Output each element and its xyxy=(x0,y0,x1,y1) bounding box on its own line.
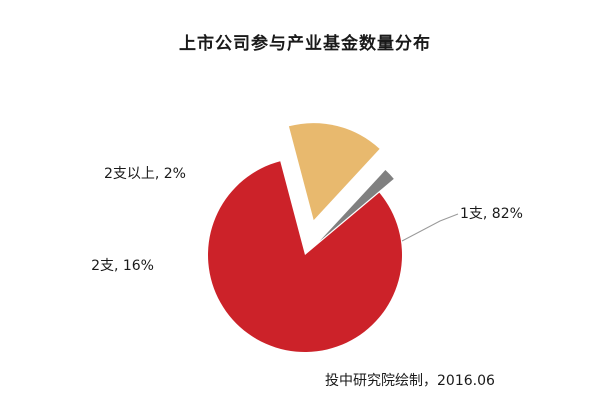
data-label-2: 2支, 16% xyxy=(91,258,154,274)
data-label-3: 2支以上, 2% xyxy=(104,166,186,182)
pie-slice-2 xyxy=(288,123,380,221)
pie-slices xyxy=(207,123,402,352)
leader-lines xyxy=(401,213,459,242)
chart-title: 上市公司参与产业基金数量分布 xyxy=(179,34,431,54)
leader-line-1 xyxy=(401,213,459,242)
pie-slice-3 xyxy=(319,170,394,242)
data-label-1: 1支, 82% xyxy=(460,206,523,222)
source-note: 投中研究院绘制，2016.06 xyxy=(325,373,495,389)
pie-slice-1 xyxy=(207,161,402,352)
data-labels: 1支, 82% 2支, 16% 2支以上, 2% xyxy=(91,166,523,274)
